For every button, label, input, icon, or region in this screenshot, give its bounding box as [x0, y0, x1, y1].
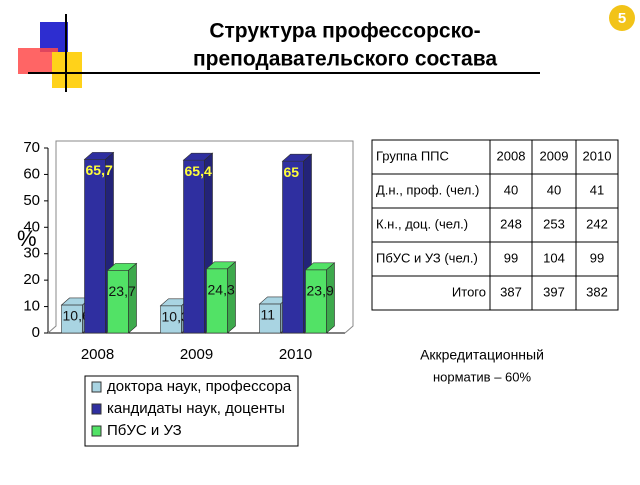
- x-tick-label: 2008: [81, 346, 114, 363]
- value-label: 23,9: [307, 283, 334, 299]
- bar: [107, 270, 129, 334]
- title: преподавательского состава: [193, 48, 497, 71]
- table-cell: [489, 241, 533, 277]
- table-cell: [489, 173, 533, 209]
- y-tick-label: 60: [23, 165, 40, 182]
- table-text: ПбУС и УЗ (чел.): [376, 250, 478, 265]
- table-text: Итого: [452, 284, 486, 299]
- table-text: 41: [590, 182, 604, 197]
- legend: [84, 375, 299, 447]
- y-tick-label: 0: [32, 324, 40, 341]
- table-cell: [489, 207, 533, 243]
- x-tick-label: 2009: [180, 346, 213, 363]
- table-cell: [531, 139, 577, 175]
- table-text: 2008: [497, 148, 526, 163]
- y-tick-label: 20: [23, 271, 40, 288]
- value-label: 65,4: [185, 163, 212, 179]
- y-tick-label: 70: [23, 139, 40, 156]
- y-axis-label: %: [17, 226, 37, 251]
- y-tick-label: 30: [23, 245, 40, 262]
- table-text: Группа ППС: [376, 148, 449, 163]
- table-cell: [489, 139, 533, 175]
- legend-label: ПбУС и УЗ: [107, 422, 182, 439]
- value-label: 11: [261, 307, 276, 323]
- legend-label: кандидаты наук, доценты: [107, 400, 285, 417]
- legend-swatch: [91, 381, 102, 393]
- table-cell: [575, 139, 619, 175]
- table-text: 253: [543, 216, 565, 231]
- table-text: 2010: [583, 148, 612, 163]
- table-cell: [371, 173, 491, 209]
- legend-label: доктора наук, профессора: [107, 378, 292, 395]
- table-text: 382: [586, 284, 608, 299]
- value-label: 65: [284, 164, 300, 180]
- table-text: 387: [500, 284, 522, 299]
- value-label: 24,3: [208, 281, 235, 297]
- bar-shade: [326, 262, 335, 333]
- table-text: К.н., доц. (чел.): [376, 216, 468, 231]
- decoration: [18, 14, 540, 92]
- back-wall: [47, 140, 354, 334]
- table-text: 242: [586, 216, 608, 231]
- bar: [305, 269, 327, 334]
- table-text: 40: [504, 182, 518, 197]
- bar: [206, 268, 228, 334]
- title: Структура профессорско-: [209, 20, 480, 43]
- table-cell: [575, 275, 619, 311]
- table-text: 99: [504, 250, 518, 265]
- table-cell: [575, 207, 619, 243]
- y-tick-label: 50: [23, 192, 40, 209]
- bar-shade: [128, 263, 137, 333]
- x-tick-label: 2010: [279, 346, 312, 363]
- table-cell: [575, 173, 619, 209]
- table-cell: [371, 207, 491, 243]
- legend-swatch: [91, 403, 102, 415]
- value-label: 10,3: [162, 308, 189, 324]
- table-text: 99: [590, 250, 604, 265]
- slide-badge: [609, 5, 635, 31]
- table-text: 2009: [540, 148, 569, 163]
- bar-side: [128, 262, 137, 334]
- table-text: 248: [500, 216, 522, 231]
- bar-shade: [227, 261, 236, 333]
- note: норматив – 60%: [433, 369, 532, 384]
- value-label: 23,7: [109, 283, 136, 299]
- legend-swatch: [91, 425, 102, 437]
- slide-number: 5: [618, 10, 626, 27]
- table-text: 104: [543, 250, 565, 265]
- note: Аккредитационный: [420, 347, 544, 363]
- table-text: 40: [547, 182, 561, 197]
- bar-side: [227, 261, 236, 334]
- table-cell: [371, 241, 491, 277]
- bar-side: [326, 262, 335, 334]
- table-text: 397: [543, 284, 565, 299]
- bar: [84, 159, 106, 334]
- value-label: 65,7: [86, 162, 113, 178]
- value-label: 10,6: [63, 308, 90, 324]
- bar: [183, 159, 205, 334]
- bar: [282, 160, 304, 334]
- y-tick-label: 40: [23, 218, 40, 235]
- y-tick-label: 10: [23, 298, 40, 315]
- table-text: Д.н., проф. (чел.): [376, 182, 479, 197]
